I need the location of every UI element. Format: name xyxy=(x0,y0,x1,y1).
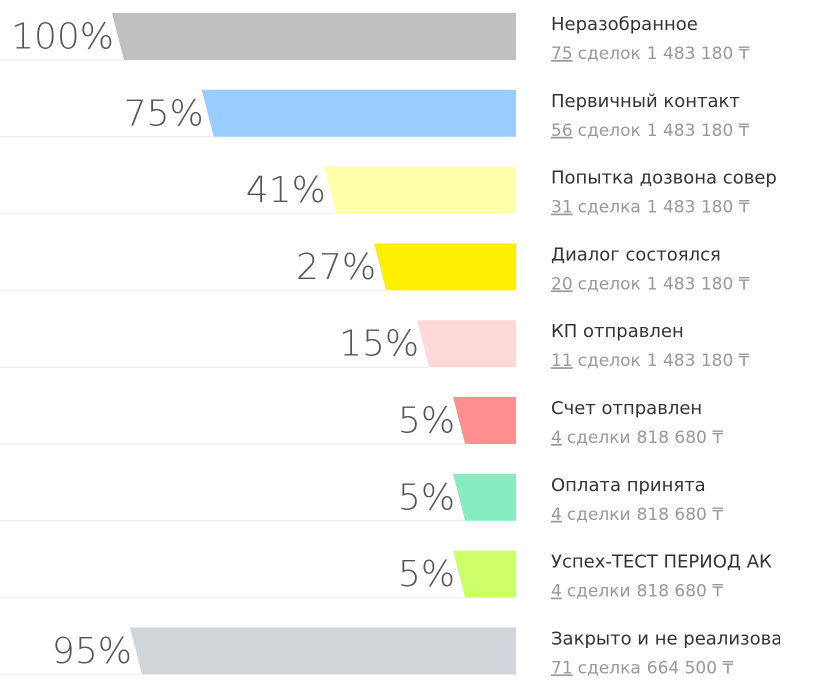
percent-label: 100% xyxy=(11,17,114,58)
stage-summary: 71 сделка 664 500 ₸ xyxy=(551,658,733,678)
funnel-bar xyxy=(112,13,516,60)
deal-unit: сделки xyxy=(567,582,631,602)
stage-name: Закрыто и не реализова xyxy=(551,628,782,649)
funnel-bar xyxy=(417,320,516,368)
deal-unit: сделка xyxy=(578,198,641,218)
deal-sum: 1 483 180 ₸ xyxy=(647,44,750,64)
percent-label: 15% xyxy=(339,324,419,365)
deal-unit: сделок xyxy=(578,274,641,294)
deal-unit: сделок xyxy=(578,44,641,64)
stage-name: Счет отправлен xyxy=(551,398,702,419)
percent-label: 5% xyxy=(398,401,455,442)
stage-summary: 20 сделок 1 483 180 ₸ xyxy=(551,274,750,294)
deal-sum: 818 680 ₸ xyxy=(637,428,724,448)
stage-name: Диалог состоялся xyxy=(551,244,721,265)
stage-name: Успех-ТЕСТ ПЕРИОД АК xyxy=(551,552,772,573)
deal-sum: 1 483 180 ₸ xyxy=(647,351,750,371)
stage-summary: 56 сделок 1 483 180 ₸ xyxy=(551,121,750,141)
deal-count[interactable]: 31 xyxy=(551,198,573,218)
funnel-bar xyxy=(374,243,516,291)
deal-sum: 818 680 ₸ xyxy=(637,505,724,525)
deal-unit: сделки xyxy=(567,505,631,525)
deal-count[interactable]: 20 xyxy=(551,274,573,294)
stage-name: Оплата принята xyxy=(551,475,706,496)
stage-summary: 75 сделок 1 483 180 ₸ xyxy=(551,44,750,64)
percent-label: 41% xyxy=(246,170,326,211)
deal-count[interactable]: 71 xyxy=(551,658,573,678)
stage-summary: 4 сделки 818 680 ₸ xyxy=(551,505,723,525)
deal-unit: сделок xyxy=(578,121,641,141)
stage-name: Первичный контакт xyxy=(551,91,740,112)
stage-name: Попытка дозвона совер xyxy=(551,168,777,189)
percent-label: 5% xyxy=(398,477,455,518)
deal-count[interactable]: 56 xyxy=(551,121,573,141)
stage-summary: 31 сделка 1 483 180 ₸ xyxy=(551,198,750,218)
percent-label: 5% xyxy=(398,554,455,595)
funnel-bar xyxy=(453,550,516,598)
deal-sum: 664 500 ₸ xyxy=(647,658,734,678)
deal-count[interactable]: 4 xyxy=(551,505,562,525)
deal-sum: 1 483 180 ₸ xyxy=(647,198,750,218)
percent-label: 27% xyxy=(296,247,376,288)
funnel-bar xyxy=(323,166,516,214)
percent-label: 95% xyxy=(52,631,132,672)
stage-summary: 4 сделки 818 680 ₸ xyxy=(551,582,723,602)
funnel-bar xyxy=(453,473,516,521)
percent-label: 75% xyxy=(124,93,204,134)
stage-summary: 4 сделки 818 680 ₸ xyxy=(551,428,723,448)
deal-unit: сделка xyxy=(578,658,641,678)
stage-name: КП отправлен xyxy=(551,321,684,342)
funnel-bar xyxy=(453,397,516,444)
deal-unit: сделки xyxy=(567,428,631,448)
stage-name: Неразобранное xyxy=(551,14,698,35)
deal-sum: 1 483 180 ₸ xyxy=(647,121,750,141)
deal-unit: сделок xyxy=(578,351,641,371)
deal-count[interactable]: 4 xyxy=(551,428,562,448)
deal-sum: 818 680 ₸ xyxy=(637,582,724,602)
funnel-bar xyxy=(129,627,516,675)
funnel-bar xyxy=(201,89,516,137)
stage-summary: 11 сделок 1 483 180 ₸ xyxy=(551,351,750,371)
deal-count[interactable]: 75 xyxy=(551,44,573,64)
deal-count[interactable]: 11 xyxy=(551,351,573,371)
deal-sum: 1 483 180 ₸ xyxy=(647,274,750,294)
deal-count[interactable]: 4 xyxy=(551,582,562,602)
